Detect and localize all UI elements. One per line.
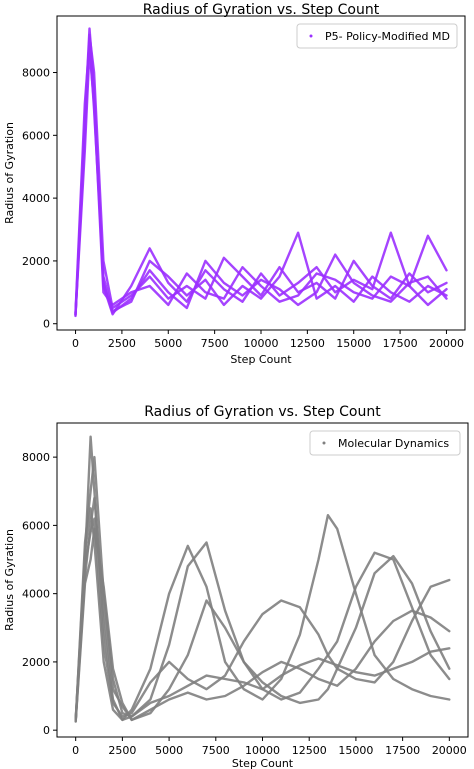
- chart1-x-tick-label: 5000: [154, 337, 182, 350]
- chart1-y-axis-label: Radius of Gyration: [3, 122, 16, 224]
- chart1-legend-marker: [309, 34, 313, 38]
- chart1-x-axis-label: Step Count: [230, 353, 292, 366]
- chart1-x-tick-label: 10000: [244, 337, 279, 350]
- chart1-x-tick-label: 7500: [201, 337, 229, 350]
- chart2-x-tick-label: 17500: [385, 744, 420, 757]
- chart2-x-tick-label: 7500: [202, 744, 230, 757]
- chart1-legend-box: [296, 23, 458, 49]
- chart2-x-axis-label: Step Count: [232, 757, 294, 769]
- chart2-series-5-line: [74, 507, 451, 722]
- chart2-series-4-line: [74, 517, 451, 722]
- chart2-legend-box: [309, 430, 461, 456]
- chart1-x-tick-label: 12500: [290, 337, 325, 350]
- chart1-x-tick-label: 2500: [108, 337, 136, 350]
- chart2-x-tick-label: 10000: [245, 744, 280, 757]
- chart1-x-tick-label: 15000: [336, 337, 371, 350]
- chart2-title: Radius of Gyration vs. Step Count: [144, 404, 381, 420]
- chart2: 0 2500 5000 7500 10000 12500 15000 17500 20000 0 2…: [3, 404, 469, 769]
- chart2-y-axis-label: Radius of Gyration: [3, 529, 16, 631]
- chart2-x-tick-label: 12500: [292, 744, 327, 757]
- chart2-x-tick-label: 15000: [338, 744, 373, 757]
- chart1-y-tick-label: 4000: [22, 192, 50, 205]
- chart2-y-tick-label: 0: [43, 724, 50, 737]
- chart2-y-tick-label: 4000: [22, 588, 50, 601]
- chart2-series-3-line: [74, 496, 451, 722]
- chart1-x-tick-label: 0: [72, 337, 79, 350]
- chart2-legend-marker: [322, 441, 326, 445]
- chart1-title: Radius of Gyration vs. Step Count: [143, 2, 380, 18]
- chart1-y-tick-label: 8000: [22, 67, 50, 80]
- chart1: 0 2500 5000 7500 10000 12500 15000 17500 20000 0 2…: [3, 2, 466, 366]
- chart2-series-6-line: [74, 527, 451, 723]
- chart2-legend: Molecular Dynamics: [309, 430, 461, 456]
- chart2-y-tick-label: 8000: [22, 451, 50, 464]
- chart2-x-tick-label: 2500: [108, 744, 136, 757]
- chart2-x-tick-label: 5000: [155, 744, 183, 757]
- chart2-y-tick-label: 2000: [22, 656, 50, 669]
- chart2-legend-label: Molecular Dynamics: [338, 437, 449, 450]
- chart1-y-tick-label: 6000: [22, 129, 50, 142]
- chart1-legend-label: P5- Policy-Modified MD: [325, 30, 450, 43]
- chart2-y-tick-label: 6000: [22, 519, 50, 532]
- chart1-x-tick-label: 20000: [429, 337, 464, 350]
- chart1-legend: P5- Policy-Modified MD: [296, 23, 458, 49]
- chart1-x-tick-label: 17500: [383, 337, 418, 350]
- chart1-y-tick-label: 2000: [22, 255, 50, 268]
- chart1-series-5-line: [74, 36, 448, 317]
- chart2-x-tick-label: 0: [72, 744, 79, 757]
- chart2-x-tick-label: 20000: [432, 744, 467, 757]
- chart1-y-tick-label: 0: [43, 318, 50, 331]
